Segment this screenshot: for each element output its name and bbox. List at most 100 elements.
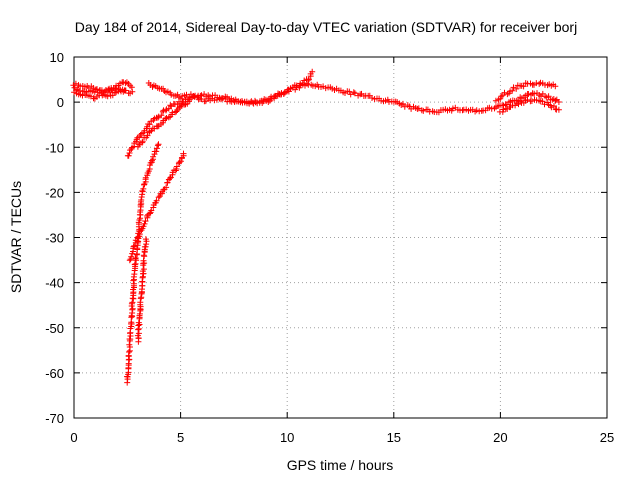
x-tick-label: 10 <box>280 430 294 445</box>
series-arc-8 <box>124 141 162 386</box>
data-point <box>155 113 162 120</box>
data-point <box>126 356 133 363</box>
data-point <box>531 90 538 97</box>
data-point <box>141 220 148 227</box>
series-arc-11 <box>492 79 559 104</box>
data-point <box>154 114 161 121</box>
data-point <box>131 261 138 268</box>
y-axis-label: SDTVAR / TECUs <box>8 181 24 293</box>
data-point <box>525 91 532 97</box>
data-point <box>142 218 149 225</box>
series-arc-9 <box>134 236 150 345</box>
data-point <box>144 132 151 139</box>
data-point <box>167 175 173 182</box>
data-point <box>135 319 142 326</box>
data-point <box>346 88 353 95</box>
data-point <box>206 93 213 100</box>
y-tick-label: -70 <box>45 411 64 426</box>
data-point <box>548 104 555 111</box>
data-point <box>168 91 175 98</box>
x-tick-label: 15 <box>387 430 401 445</box>
data-point <box>132 255 139 261</box>
data-point <box>162 115 169 122</box>
series-arc-5 <box>124 68 316 159</box>
y-tick-label: -20 <box>45 185 64 200</box>
data-series <box>70 68 562 386</box>
chart-title: Day 184 of 2014, Sidereal Day-to-day VTE… <box>75 19 577 35</box>
grid-lines <box>74 57 607 418</box>
data-point <box>191 93 198 100</box>
data-point <box>126 341 133 348</box>
data-point <box>509 87 516 94</box>
data-point <box>173 163 180 170</box>
data-point <box>139 138 146 145</box>
data-point <box>180 150 187 157</box>
data-point <box>154 142 161 149</box>
data-point <box>498 93 505 100</box>
data-point <box>129 305 136 312</box>
data-point <box>528 98 535 104</box>
data-point <box>497 95 504 102</box>
data-point <box>129 88 136 95</box>
data-point <box>555 106 562 113</box>
data-point <box>146 210 153 217</box>
data-point <box>142 236 149 243</box>
data-point <box>524 96 531 103</box>
data-point <box>347 91 354 98</box>
data-point <box>153 197 160 204</box>
data-point <box>520 83 527 90</box>
data-point <box>140 266 147 273</box>
y-tick-label: 0 <box>57 95 64 110</box>
x-tick-label: 5 <box>177 430 184 445</box>
data-point <box>139 139 146 146</box>
data-point <box>113 85 120 92</box>
data-point <box>130 243 137 250</box>
data-point <box>420 107 427 114</box>
series-arc-7 <box>126 150 187 264</box>
data-point <box>350 89 357 96</box>
data-point <box>140 252 147 259</box>
x-tick-label: 25 <box>600 430 614 445</box>
data-point <box>536 80 543 87</box>
data-point <box>155 141 162 148</box>
data-point <box>306 76 312 83</box>
data-point <box>128 253 135 260</box>
data-point <box>165 114 172 121</box>
data-point <box>163 184 170 191</box>
data-point <box>552 97 559 104</box>
data-point <box>125 152 132 159</box>
x-tick-labels: 0 5 10 15 20 25 <box>70 430 614 445</box>
series-arc-10 <box>496 96 562 115</box>
data-point <box>153 148 160 155</box>
y-tick-label: -60 <box>45 366 64 381</box>
data-point <box>126 349 132 355</box>
y-tick-label: -50 <box>45 321 64 336</box>
data-point <box>552 83 559 90</box>
data-point <box>177 158 184 165</box>
y-tick-label: -30 <box>45 231 64 246</box>
data-point <box>126 257 133 264</box>
x-axis-label: GPS time / hours <box>287 457 394 473</box>
data-point <box>149 157 155 164</box>
series-arc-6 <box>134 98 192 150</box>
data-point <box>555 99 562 105</box>
data-point <box>198 92 205 99</box>
data-point <box>197 92 204 99</box>
y-tick-label: -40 <box>45 276 64 291</box>
data-point <box>551 103 557 109</box>
data-point <box>158 112 165 119</box>
y-tick-label: 10 <box>50 50 64 65</box>
data-point <box>239 98 245 104</box>
x-tick-label: 20 <box>493 430 507 445</box>
data-point <box>280 90 287 97</box>
data-point <box>146 121 153 128</box>
data-point <box>139 188 146 195</box>
data-point <box>305 77 312 84</box>
data-point <box>153 145 160 152</box>
data-point <box>150 153 157 160</box>
data-point <box>141 243 148 250</box>
data-point <box>270 93 277 100</box>
plot-frame <box>73 56 608 419</box>
y-tick-label: -10 <box>45 140 64 155</box>
